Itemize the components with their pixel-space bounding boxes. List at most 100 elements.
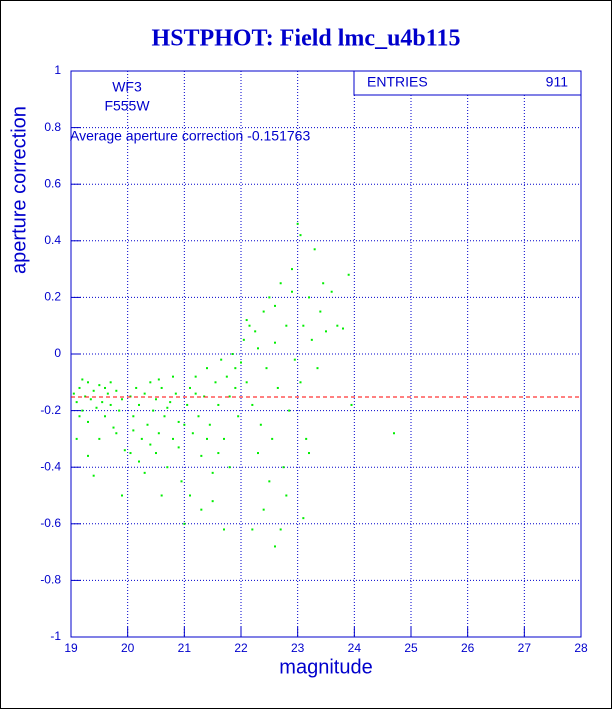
- x-tick-label: 23: [291, 641, 305, 655]
- point: [268, 480, 271, 483]
- x-tick-label: 26: [461, 641, 475, 655]
- point: [152, 409, 155, 412]
- point: [225, 375, 228, 378]
- point: [279, 528, 282, 531]
- point: [109, 381, 112, 384]
- point: [285, 324, 288, 327]
- point: [166, 406, 169, 409]
- point: [302, 324, 305, 327]
- point: [242, 338, 245, 341]
- point: [101, 401, 104, 404]
- point: [81, 409, 84, 412]
- point: [254, 330, 257, 333]
- point: [251, 528, 254, 531]
- point: [172, 437, 174, 440]
- point: [217, 452, 220, 455]
- y-tick-label: 0.2: [44, 290, 61, 304]
- point: [172, 375, 174, 378]
- point: [299, 381, 302, 384]
- y-tick-label: 0.8: [44, 120, 61, 134]
- point: [293, 358, 296, 361]
- y-tick-label: 0.4: [44, 233, 61, 247]
- point: [92, 474, 95, 477]
- point: [194, 375, 197, 378]
- point: [89, 398, 92, 401]
- point: [95, 406, 98, 409]
- point: [296, 222, 299, 225]
- point: [166, 466, 169, 469]
- y-tick-label: -0.8: [40, 573, 61, 587]
- x-tick-label: 28: [574, 641, 588, 655]
- point: [106, 392, 109, 395]
- point: [245, 319, 248, 322]
- point: [180, 480, 183, 483]
- point: [177, 420, 180, 423]
- point: [299, 234, 302, 237]
- point: [149, 443, 152, 446]
- point: [98, 437, 101, 440]
- point: [214, 381, 217, 384]
- point: [75, 437, 78, 440]
- point: [118, 409, 121, 412]
- point: [163, 415, 166, 418]
- x-tick-label: 25: [404, 641, 418, 655]
- point: [285, 494, 288, 497]
- point: [262, 310, 265, 313]
- point: [310, 338, 313, 341]
- point: [279, 282, 282, 285]
- point: [135, 386, 138, 389]
- point: [143, 392, 146, 395]
- point: [282, 466, 285, 469]
- point: [115, 432, 118, 435]
- point: [217, 403, 220, 406]
- y-tick-label: 1: [54, 63, 61, 77]
- point: [208, 423, 211, 426]
- y-axis-label: aperture correction: [8, 106, 30, 274]
- point: [228, 466, 231, 469]
- point: [112, 426, 115, 429]
- point: [115, 389, 118, 392]
- point: [234, 386, 237, 389]
- point: [240, 361, 242, 364]
- point: [308, 452, 310, 455]
- stats-label: ENTRIES: [367, 74, 428, 90]
- point: [146, 423, 149, 426]
- point: [186, 403, 189, 406]
- point: [342, 327, 344, 330]
- point: [220, 358, 223, 361]
- point: [336, 324, 339, 327]
- point: [274, 304, 276, 307]
- point: [140, 437, 143, 440]
- point: [302, 517, 305, 520]
- point: [316, 367, 319, 370]
- point: [183, 522, 186, 525]
- x-axis-label: magnitude: [279, 656, 372, 678]
- point: [276, 386, 279, 389]
- point: [325, 330, 327, 333]
- point: [322, 282, 325, 285]
- point: [98, 384, 101, 387]
- point: [200, 508, 203, 511]
- point: [129, 452, 132, 455]
- point: [155, 398, 157, 401]
- point: [138, 460, 140, 463]
- point: [231, 353, 234, 355]
- point: [169, 401, 172, 404]
- point: [123, 449, 126, 452]
- point: [268, 296, 271, 299]
- point: [121, 494, 123, 497]
- point: [237, 415, 240, 418]
- point: [274, 341, 276, 344]
- point: [92, 389, 95, 392]
- point: [157, 378, 160, 381]
- point: [313, 248, 316, 251]
- point: [191, 432, 194, 435]
- point: [121, 398, 123, 401]
- point: [223, 528, 225, 531]
- point: [87, 420, 89, 423]
- point: [81, 378, 84, 381]
- point: [288, 409, 291, 412]
- point: [274, 545, 276, 548]
